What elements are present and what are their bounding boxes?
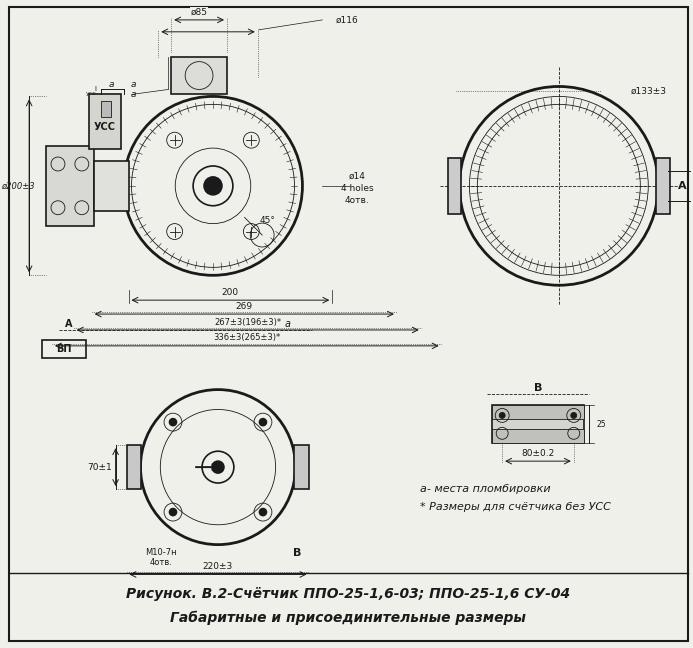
Text: ø116: ø116 [336,16,358,25]
Text: 80±0.2: 80±0.2 [521,448,554,457]
Text: Габаритные и присоединительные размеры: Габаритные и присоединительные размеры [170,611,526,625]
Bar [171,56,227,95]
Text: 200: 200 [222,288,239,297]
Circle shape [259,419,266,426]
Text: 4отв.: 4отв. [150,558,173,567]
Text: ø14: ø14 [349,172,365,180]
Circle shape [204,177,222,195]
Text: 25: 25 [597,420,606,429]
Text: а: а [131,80,137,89]
Text: 4 holes: 4 holes [341,184,374,193]
Text: М10-7н: М10-7н [146,548,177,557]
Text: 220±3: 220±3 [203,562,233,571]
Circle shape [571,412,577,419]
Bar [46,146,94,226]
Circle shape [170,509,177,516]
Bar [127,445,141,489]
Text: ø133±3: ø133±3 [631,87,667,96]
Text: а- места пломбировки: а- места пломбировки [420,484,550,494]
Text: l: l [95,86,97,93]
Text: * Размеры для счётчика без УСС: * Размеры для счётчика без УСС [420,502,611,512]
Bar [94,161,128,211]
Text: а: а [285,319,290,329]
Text: А: А [65,319,73,329]
Text: 45°: 45° [260,216,276,225]
Bar [89,95,121,149]
Text: а: а [109,80,114,89]
Text: 70±1: 70±1 [87,463,112,472]
Text: 267±3(196±3)*: 267±3(196±3)* [214,318,281,327]
Circle shape [212,461,224,473]
Text: ø200±3: ø200±3 [1,181,35,191]
Text: ВП: ВП [56,344,71,354]
Text: усс: усс [85,91,96,96]
Bar [492,430,584,443]
Text: а: а [131,90,137,99]
Text: 4отв.: 4отв. [344,196,369,205]
Bar [42,340,86,358]
Circle shape [499,412,505,419]
Text: УСС: УСС [94,122,116,132]
Bar [295,445,309,489]
Text: Рисунок. В.2-Счётчик ППО-25-1,6-03; ППО-25-1,6 СУ-04: Рисунок. В.2-Счётчик ППО-25-1,6-03; ППО-… [126,587,570,601]
Circle shape [170,419,177,426]
Text: А: А [678,181,686,191]
Circle shape [259,509,266,516]
Bar [100,101,111,117]
Text: 336±3(265±3)*: 336±3(265±3)* [213,334,281,342]
Bar [492,406,584,443]
Bar [656,158,670,214]
Text: В: В [534,382,542,393]
Text: В: В [293,548,301,557]
Text: ø85: ø85 [191,7,208,16]
Text: 269: 269 [236,301,253,310]
Bar [492,406,584,419]
Bar [448,158,462,214]
